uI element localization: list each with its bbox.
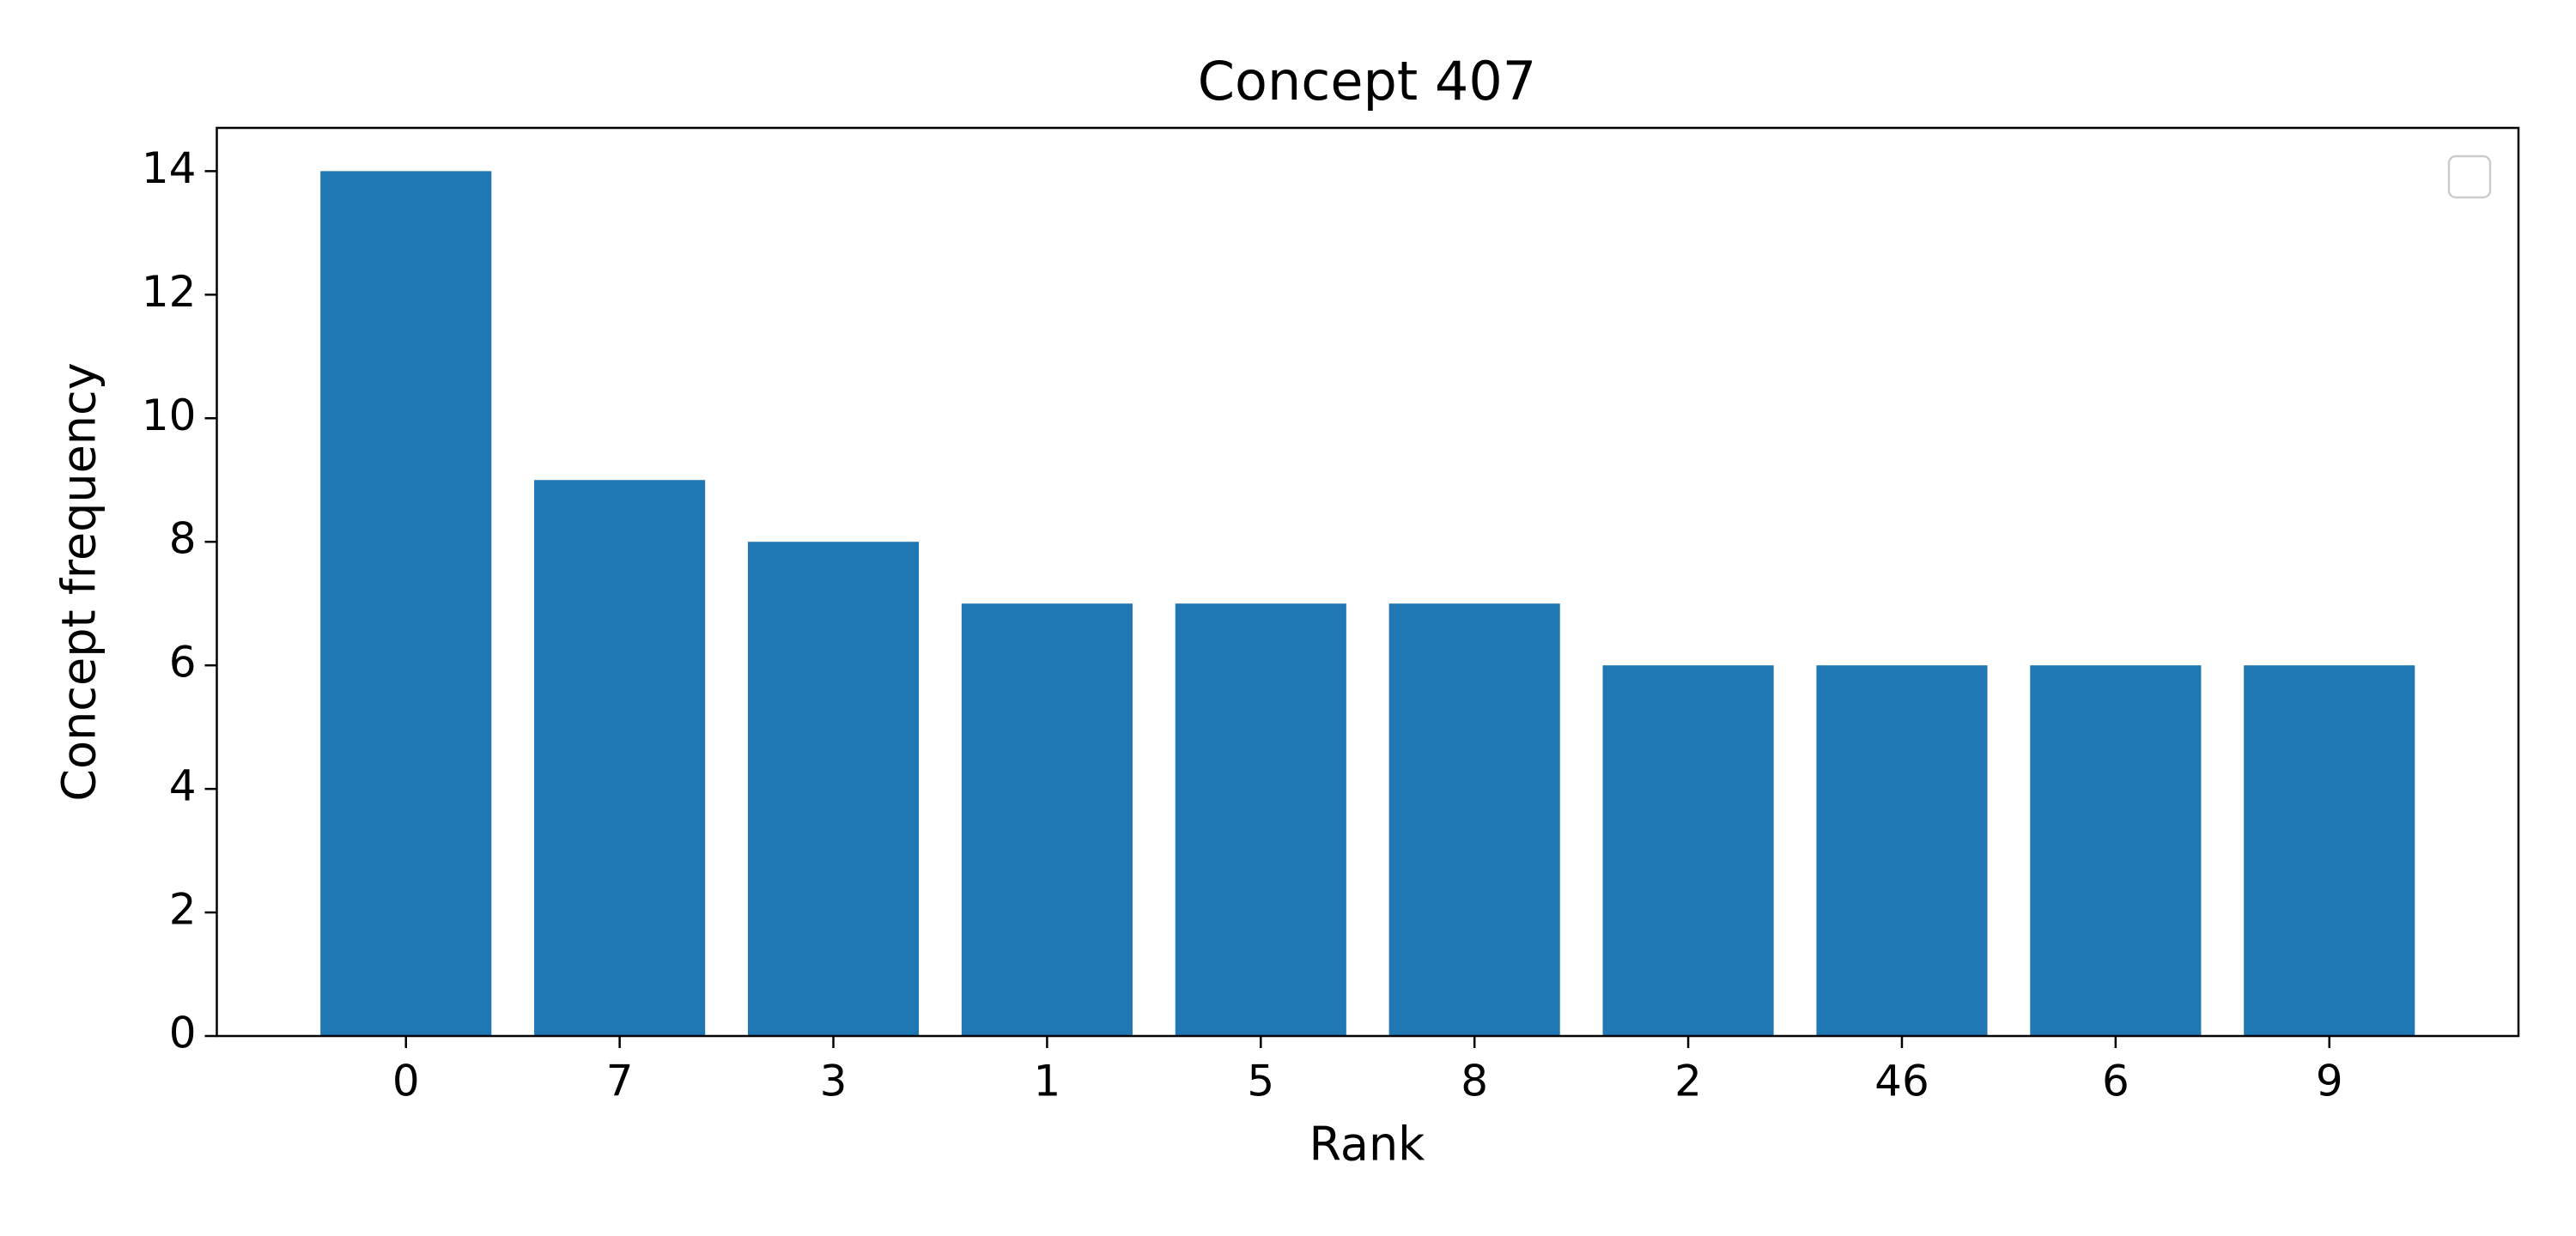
y-tick-label: 4 [169, 761, 197, 811]
bar [747, 542, 920, 1036]
y-tick-label: 0 [169, 1009, 197, 1058]
bar [1175, 603, 1346, 1036]
legend [2447, 154, 2492, 199]
x-axis-label: Rank [1309, 1118, 1426, 1172]
x-tick-label: 1 [1034, 1057, 1061, 1106]
x-tick-label: 0 [392, 1057, 420, 1106]
x-tick-label: 5 [1247, 1057, 1274, 1106]
y-tick-label: 12 [142, 267, 197, 317]
y-tick-label: 6 [169, 638, 197, 688]
bar [320, 171, 492, 1036]
y-tick-label: 8 [169, 514, 197, 564]
bar [534, 480, 706, 1036]
bar [1816, 665, 1988, 1036]
y-tick-label: 10 [142, 391, 197, 440]
bar [961, 603, 1133, 1036]
x-tick-label: 6 [2102, 1057, 2129, 1106]
bar [2244, 665, 2415, 1036]
x-tick-label: 9 [2316, 1057, 2343, 1106]
x-tick-label: 7 [606, 1057, 634, 1106]
y-tick-label: 14 [142, 143, 197, 193]
x-tick-label: 2 [1674, 1057, 1702, 1106]
axes-frame [216, 126, 2520, 1038]
x-tick-label: 3 [820, 1057, 848, 1106]
y-tick-label: 2 [169, 885, 197, 935]
chart-title: Concept 407 [1198, 50, 1536, 112]
bar [2030, 665, 2202, 1036]
plot-area [320, 171, 2415, 1036]
bar [1602, 665, 1774, 1036]
x-tick-label: 46 [1874, 1057, 1929, 1106]
y-axis-label: Concept frequency [52, 362, 106, 801]
bar [1388, 603, 1560, 1036]
x-tick-label: 8 [1461, 1057, 1488, 1106]
